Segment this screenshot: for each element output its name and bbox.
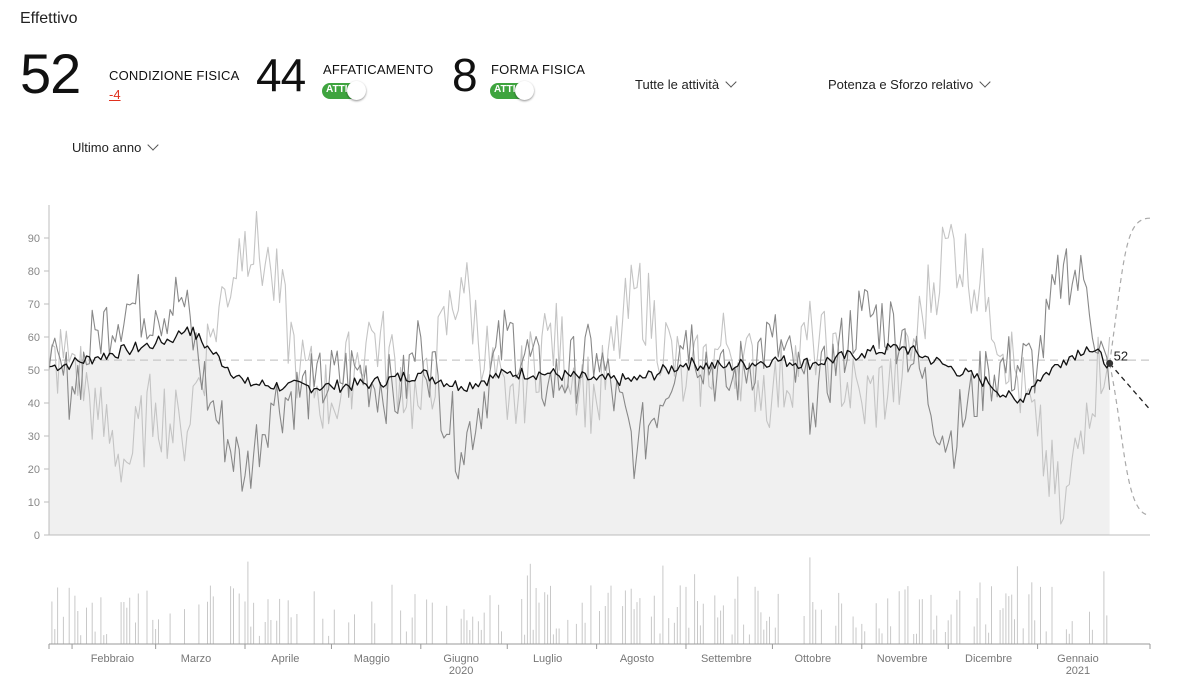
current-marker xyxy=(1106,359,1114,367)
projection-low xyxy=(1109,363,1151,516)
x-tick-label: Dicembre xyxy=(965,653,1012,665)
form-toggle-label: ATTI xyxy=(494,84,516,95)
x-tick-label: Giugno xyxy=(443,653,478,665)
projection-mid xyxy=(1109,362,1151,411)
x-tick-label: Agosto xyxy=(620,653,654,665)
fatigue-toggle-label: ATTI xyxy=(326,84,348,95)
metric-dropdown-label: Potenza e Sforzo relativo xyxy=(828,77,974,92)
x-tick-label: Ottobre xyxy=(794,653,831,665)
y-tick-label: 90 xyxy=(28,233,40,245)
form-toggle[interactable]: ATTI xyxy=(490,81,534,100)
fatigue-label: AFFATICAMENTO xyxy=(323,62,434,77)
x-tick-label: Luglio xyxy=(533,653,562,665)
form-toggle-knob xyxy=(515,81,534,100)
y-tick-label: 10 xyxy=(28,497,40,509)
fitness-area xyxy=(49,327,1110,535)
y-tick-label: 20 xyxy=(28,464,40,476)
activity-bars-layer xyxy=(49,557,1150,645)
x-tick-sublabel: 2020 xyxy=(449,665,473,677)
activities-dropdown-label: Tutte le attività xyxy=(635,77,720,92)
y-tick-label: 30 xyxy=(28,431,40,443)
x-tick-label: Maggio xyxy=(354,653,390,665)
projection-high xyxy=(1109,217,1151,364)
current-value-label: 52 xyxy=(1114,348,1128,363)
y-tick-label: 0 xyxy=(34,530,40,542)
x-tick-label: Marzo xyxy=(181,653,212,665)
fatigue-toggle[interactable]: ATTI xyxy=(322,81,366,100)
form-label: FORMA FISICA xyxy=(491,62,586,77)
y-tick-label: 60 xyxy=(28,332,40,344)
x-tick-label: Aprile xyxy=(271,653,299,665)
x-tick-label: Settembre xyxy=(701,653,752,665)
series-layer xyxy=(48,211,1111,525)
fitness-line xyxy=(48,326,1111,404)
form-line xyxy=(48,211,1111,525)
projection-layer: 52 xyxy=(1106,217,1151,516)
page-title: Effettivo xyxy=(20,10,78,27)
fitness-label: CONDIZIONE FISICA xyxy=(109,68,240,83)
y-tick-label: 80 xyxy=(28,266,40,278)
y-tick-label: 50 xyxy=(28,365,40,377)
fatigue-toggle-knob xyxy=(347,81,366,100)
range-dropdown-label: Ultimo anno xyxy=(72,140,142,155)
y-tick-label: 70 xyxy=(28,299,40,311)
form-value: 8 xyxy=(452,49,478,101)
x-tick-label: Novembre xyxy=(877,653,928,665)
fatigue-value: 44 xyxy=(256,49,306,101)
chart-area-layer xyxy=(49,327,1110,535)
y-tick-label: 40 xyxy=(28,398,40,410)
axes-layer: 0 10 20 30 40 50 60 70 80 90 Febbraio Marzo Aprile Ma… xyxy=(28,205,1151,677)
x-tick-label: Gennaio xyxy=(1057,653,1099,665)
metric-dropdown[interactable]: Potenza e Sforzo relativo xyxy=(828,76,991,92)
x-tick-sublabel: 2021 xyxy=(1066,665,1090,677)
x-tick-label: Febbraio xyxy=(91,653,134,665)
fitness-delta[interactable]: -4 xyxy=(109,87,121,102)
range-dropdown[interactable]: Ultimo anno xyxy=(72,139,160,155)
fitness-value: 52 xyxy=(20,42,81,105)
activities-dropdown[interactable]: Tutte le attività xyxy=(635,76,737,92)
